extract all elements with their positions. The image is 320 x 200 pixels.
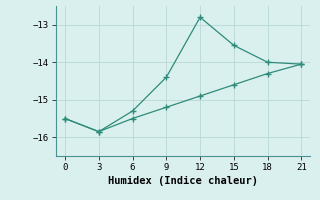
X-axis label: Humidex (Indice chaleur): Humidex (Indice chaleur) [108, 176, 258, 186]
